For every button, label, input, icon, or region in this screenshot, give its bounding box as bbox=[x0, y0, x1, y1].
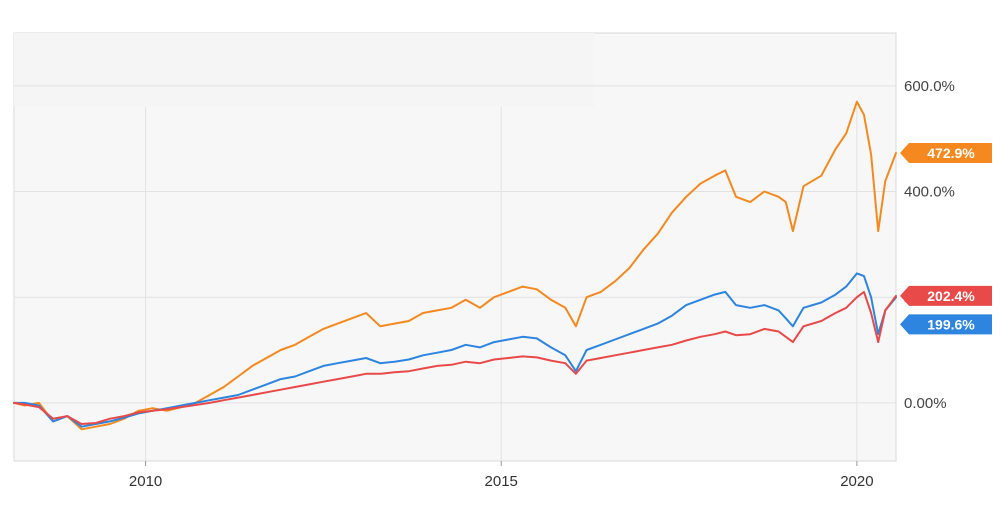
end-value-tag-2: 199.6% bbox=[900, 314, 992, 335]
series-line-1 bbox=[13, 100, 897, 431]
x-tick-label: 2020 bbox=[840, 473, 873, 490]
x-tick-label: 2015 bbox=[485, 473, 518, 490]
y-tick-label: 400.0% bbox=[904, 184, 955, 201]
top-panel-overlay bbox=[14, 33, 594, 107]
end-value-tags: 472.9% 199.6% 202.4% bbox=[900, 142, 992, 335]
y-tick-label: 0.00% bbox=[904, 395, 947, 412]
series-line-3 bbox=[13, 290, 897, 425]
x-tick-label: 2010 bbox=[129, 473, 162, 490]
end-value-tag-shape bbox=[900, 285, 992, 306]
end-value-tag-label: 199.6% bbox=[927, 316, 975, 332]
series-line-2 bbox=[13, 272, 897, 428]
end-value-tag-label: 472.9% bbox=[927, 145, 975, 161]
end-value-tag-label: 202.4% bbox=[927, 288, 975, 304]
y-tick-label: 600.0% bbox=[904, 78, 955, 95]
grid-lines bbox=[14, 85, 896, 461]
end-value-tag-shape bbox=[900, 314, 992, 335]
end-value-tag-3: 202.4% bbox=[900, 285, 992, 306]
end-value-tag-1: 472.9% bbox=[900, 142, 992, 163]
series-lines bbox=[13, 100, 897, 431]
end-value-tag-shape bbox=[900, 142, 992, 163]
